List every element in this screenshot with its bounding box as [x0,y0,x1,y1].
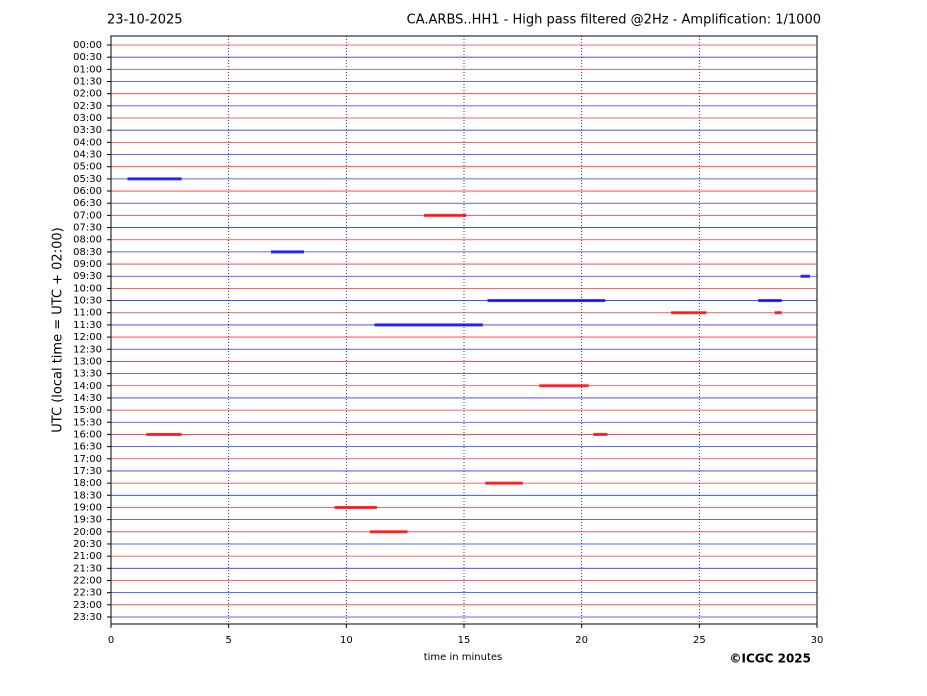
y-tick-label: 07:00 [73,210,102,221]
y-tick-label: 12:00 [73,332,102,343]
seismic-burst [539,384,589,388]
seismic-burst [800,274,810,278]
seismic-burst [485,481,523,485]
y-tick-label: 21:30 [73,563,102,574]
y-tick-label: 06:30 [73,198,102,209]
y-tick-label: 07:30 [73,223,102,234]
y-tick-label: 08:00 [73,235,102,246]
y-tick-label: 17:00 [73,454,102,465]
y-tick-label: 03:00 [73,113,102,124]
y-tick-label: 01:30 [73,77,102,88]
y-tick-label: 03:30 [73,125,102,136]
chart-title: CA.ARBS..HH1 - High pass filtered @2Hz -… [407,13,821,28]
y-tick-label: 19:00 [73,502,102,513]
x-axis-label: time in minutes [424,652,503,663]
seismic-burst [146,432,182,436]
y-tick-label: 22:30 [73,588,102,599]
y-tick-label: 11:30 [73,320,102,331]
y-tick-label: 13:30 [73,369,102,380]
y-tick-label: 02:00 [73,89,102,100]
y-axis-label: UTC (local time = UTC + 02:00) [51,227,66,432]
y-tick-label: 16:00 [73,429,102,440]
credit: ©ICGC 2025 [729,652,811,666]
seismic-burst [127,177,182,181]
y-tick-label: 12:30 [73,344,102,355]
seismic-burst [271,250,304,254]
y-tick-label: 23:30 [73,612,102,623]
seismic-burst [369,530,408,534]
y-tick-label: 01:00 [73,64,102,75]
y-tick-label: 10:00 [73,283,102,294]
y-tick-label: 14:00 [73,381,102,392]
seismic-burst [774,311,782,315]
y-tick-label: 00:00 [73,40,102,51]
seismic-burst [487,299,606,303]
y-tick-label: 15:30 [73,417,102,428]
y-tick-label: 04:00 [73,137,102,148]
y-tick-label: 06:00 [73,186,102,197]
seismic-burst [593,432,608,436]
y-tick-label: 16:30 [73,442,102,453]
y-tick-label: 18:30 [73,490,102,501]
y-tick-label: 05:30 [73,174,102,185]
y-tick-label: 14:30 [73,393,102,404]
y-tick-label: 20:00 [73,527,102,538]
y-tick-label: 05:00 [73,162,102,173]
seismic-burst [334,505,377,509]
y-tick-label: 13:00 [73,356,102,367]
date: 23-10-2025 [107,13,183,28]
seismic-burst [423,213,467,217]
x-tick-label: 10 [340,635,353,646]
y-tick-label: 09:30 [73,271,102,282]
y-tick-label: 15:00 [73,405,102,416]
x-tick-label: 5 [225,635,231,646]
y-tick-label: 19:30 [73,515,102,526]
seismic-burst [758,299,782,303]
y-tick-label: 09:00 [73,259,102,270]
x-tick-label: 20 [575,635,588,646]
y-tick-label: 22:00 [73,575,102,586]
y-tick-label: 04:30 [73,150,102,161]
x-tick-label: 0 [108,635,114,646]
x-tick-label: 30 [811,635,824,646]
x-tick-label: 15 [458,635,471,646]
seismic-burst [374,323,483,327]
y-tick-label: 17:30 [73,466,102,477]
seismic-burst [671,311,707,315]
y-tick-label: 02:30 [73,101,102,112]
y-tick-label: 21:00 [73,551,102,562]
y-tick-label: 11:00 [73,308,102,319]
y-tick-label: 08:30 [73,247,102,258]
x-tick-label: 25 [693,635,706,646]
y-tick-label: 18:00 [73,478,102,489]
y-tick-label: 23:00 [73,600,102,611]
y-tick-label: 00:30 [73,52,102,63]
y-tick-label: 10:30 [73,296,102,307]
y-tick-label: 20:30 [73,539,102,550]
